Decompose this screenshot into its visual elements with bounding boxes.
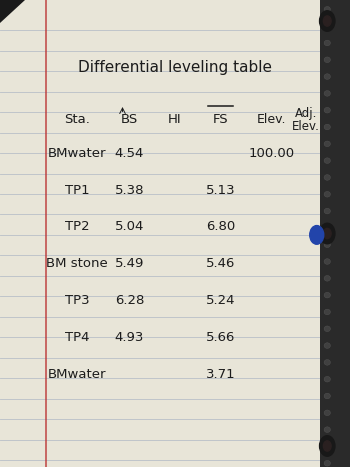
Ellipse shape: [324, 225, 330, 231]
Ellipse shape: [324, 259, 330, 264]
Ellipse shape: [324, 309, 330, 315]
Ellipse shape: [324, 376, 330, 382]
Text: 6.28: 6.28: [115, 294, 144, 307]
Ellipse shape: [324, 393, 330, 399]
Ellipse shape: [324, 158, 330, 163]
Ellipse shape: [324, 360, 330, 365]
Bar: [320, 0, 350, 467]
Text: HI: HI: [168, 113, 182, 126]
Text: 3.71: 3.71: [206, 368, 235, 381]
Ellipse shape: [324, 326, 330, 332]
Text: TP1: TP1: [65, 184, 89, 197]
Text: 6.80: 6.80: [206, 220, 235, 234]
Ellipse shape: [324, 343, 330, 348]
Ellipse shape: [324, 410, 330, 416]
Ellipse shape: [324, 74, 330, 79]
Ellipse shape: [324, 107, 330, 113]
Text: 5.49: 5.49: [115, 257, 144, 270]
Ellipse shape: [324, 460, 330, 466]
Circle shape: [310, 226, 324, 244]
Ellipse shape: [324, 124, 330, 130]
Text: 5.38: 5.38: [115, 184, 144, 197]
Circle shape: [320, 436, 335, 456]
Ellipse shape: [324, 7, 330, 12]
Text: 5.66: 5.66: [206, 331, 235, 344]
Text: Elev.: Elev.: [292, 120, 320, 133]
Text: Sta.: Sta.: [64, 113, 90, 126]
Ellipse shape: [324, 91, 330, 96]
Ellipse shape: [324, 175, 330, 180]
Text: FS: FS: [213, 113, 228, 126]
Text: Elev.: Elev.: [257, 113, 286, 126]
Ellipse shape: [324, 191, 330, 197]
Circle shape: [320, 11, 335, 31]
Text: BMwater: BMwater: [48, 147, 106, 160]
Ellipse shape: [324, 57, 330, 63]
Text: 4.93: 4.93: [115, 331, 144, 344]
Text: 5.13: 5.13: [206, 184, 235, 197]
Ellipse shape: [324, 444, 330, 449]
Ellipse shape: [324, 427, 330, 432]
Text: TP2: TP2: [65, 220, 89, 234]
Text: 5.46: 5.46: [206, 257, 235, 270]
Text: TP3: TP3: [65, 294, 89, 307]
Polygon shape: [0, 0, 25, 23]
Text: Differential leveling table: Differential leveling table: [78, 60, 272, 75]
Text: 4.54: 4.54: [115, 147, 144, 160]
Ellipse shape: [324, 40, 330, 46]
Ellipse shape: [324, 292, 330, 298]
Ellipse shape: [324, 276, 330, 281]
Text: TP4: TP4: [65, 331, 89, 344]
Circle shape: [323, 228, 331, 239]
Text: 5.24: 5.24: [206, 294, 235, 307]
Text: BS: BS: [121, 113, 138, 126]
Circle shape: [320, 223, 335, 244]
Ellipse shape: [324, 208, 330, 214]
Text: 100.00: 100.00: [248, 147, 294, 160]
Ellipse shape: [324, 242, 330, 248]
Text: BM stone: BM stone: [46, 257, 108, 270]
Ellipse shape: [324, 141, 330, 147]
Text: BMwater: BMwater: [48, 368, 106, 381]
Text: Adj.: Adj.: [295, 106, 317, 120]
Text: 5.04: 5.04: [115, 220, 144, 234]
Circle shape: [323, 441, 331, 451]
Ellipse shape: [324, 23, 330, 29]
Circle shape: [323, 16, 331, 26]
